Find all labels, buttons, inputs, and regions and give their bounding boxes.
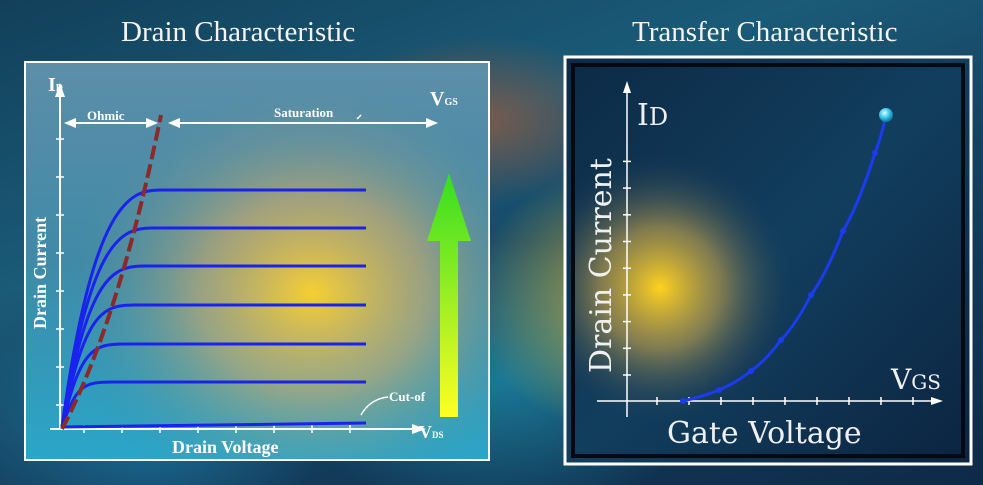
transfer-point-6 [840, 228, 846, 234]
ohmic-label: Ohmic [87, 108, 125, 123]
transfer-y-axis-symbol: ID [637, 98, 668, 133]
transfer-characteristic-title: Transfer Characteristic [632, 16, 898, 48]
gate-voltage-label: Gate Voltage [667, 416, 862, 451]
drain-axis-ticks [56, 138, 351, 433]
transfer-curve-points [680, 150, 878, 404]
drain-voltage-label: Drain Voltage [172, 437, 279, 457]
transfer-point-5 [808, 292, 814, 298]
drain-current-label: Drain Current [30, 217, 50, 329]
cutoff-pointer [360, 396, 389, 416]
drain-x-axis-symbol: VDS [419, 422, 444, 442]
transfer-point-3 [748, 368, 754, 374]
transfer-characteristic-diagram: ID Drain Current VGS Gate Voltage [563, 55, 973, 466]
transfer-curve-end-marker [879, 108, 893, 122]
vgs-increase-arrow [427, 173, 471, 417]
drain-curve-3 [60, 264, 366, 428]
drain-curves [60, 188, 367, 429]
drain-curve-5 [60, 342, 366, 428]
transfer-drain-current-label: Drain Current [584, 158, 619, 373]
ohmic-saturation-boundary [60, 114, 163, 430]
transfer-axis-ticks [623, 160, 914, 405]
saturation-label: Saturation [274, 105, 334, 120]
transfer-point-7 [872, 150, 878, 156]
transfer-x-axis-symbol: VGS [890, 363, 941, 396]
transfer-point-2 [716, 387, 722, 393]
transfer-curve [682, 114, 888, 403]
drain-curve-6 [60, 380, 366, 428]
drain-characteristic-panel: Ohmic Saturation ID VGS VDS Drain Voltag… [24, 61, 490, 461]
transfer-point-4 [778, 337, 784, 343]
drain-curve-2 [60, 226, 366, 428]
transfer-point-1 [680, 398, 686, 404]
cutoff-label: Cut-of [389, 389, 426, 404]
transfer-characteristic-panel: ID Drain Current VGS Gate Voltage [563, 55, 973, 466]
vgs-label: VGS [430, 88, 458, 110]
drain-curve-4 [60, 303, 366, 428]
drain-characteristic-title: Drain Characteristic [121, 16, 356, 48]
drain-cutoff-curve [61, 421, 367, 429]
drain-characteristic-diagram: Ohmic Saturation ID VGS VDS Drain Voltag… [24, 61, 490, 461]
drain-y-axis-symbol: ID [48, 74, 63, 96]
